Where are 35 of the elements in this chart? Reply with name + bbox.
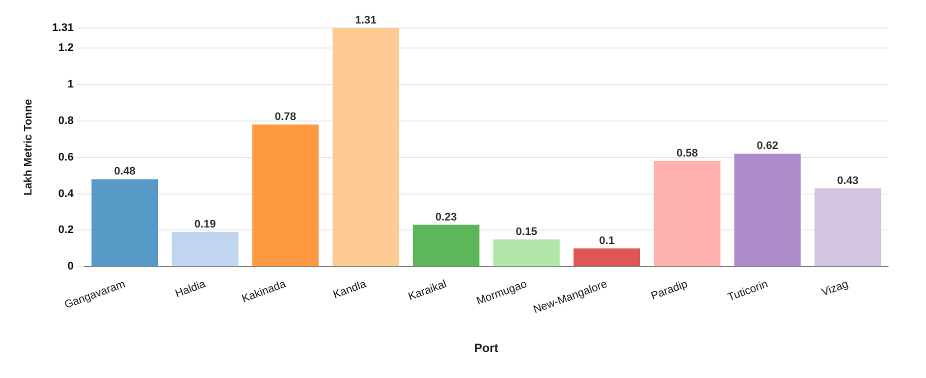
x-tick-label: Paradip — [650, 278, 690, 302]
y-tick-label: 1.31 — [52, 22, 74, 34]
bar — [734, 154, 801, 266]
x-tick-label: Tuticorin — [726, 278, 770, 304]
bar — [814, 188, 882, 266]
y-tick-label: 0.6 — [58, 151, 74, 164]
bar — [252, 124, 319, 266]
bar — [332, 28, 400, 266]
data-label: 1.31 — [355, 14, 377, 27]
x-tick-label: Kandla — [332, 278, 369, 302]
bar — [412, 224, 480, 266]
y-axis-title: Lakh Metric Tonne — [22, 99, 35, 196]
x-tick-label: Vizag — [820, 278, 850, 299]
bar — [574, 248, 640, 266]
y-tick-label: 1.2 — [58, 42, 74, 54]
data-label: 0.62 — [756, 140, 778, 152]
data-label: 0.58 — [676, 148, 698, 160]
y-tick-label: 0 — [67, 260, 74, 273]
bar — [654, 160, 720, 266]
x-axis-title: Port — [474, 341, 498, 356]
y-tick-label: 1 — [67, 78, 74, 91]
bar — [172, 232, 238, 266]
data-label: 0.15 — [516, 226, 538, 238]
bar — [493, 239, 560, 266]
x-tick-label: Haldia — [174, 278, 208, 300]
y-tick-label: 0.4 — [58, 188, 74, 200]
data-label: 0.1 — [599, 234, 614, 247]
data-label: 0.23 — [435, 211, 457, 224]
bar — [92, 179, 158, 266]
data-label: 0.43 — [837, 174, 859, 187]
data-label: 0.78 — [274, 111, 296, 124]
y-tick-label: 0.8 — [58, 114, 74, 127]
y-tick-label: 0.2 — [58, 224, 74, 236]
data-label: 0.19 — [194, 218, 216, 231]
data-label: 0.48 — [114, 166, 136, 178]
